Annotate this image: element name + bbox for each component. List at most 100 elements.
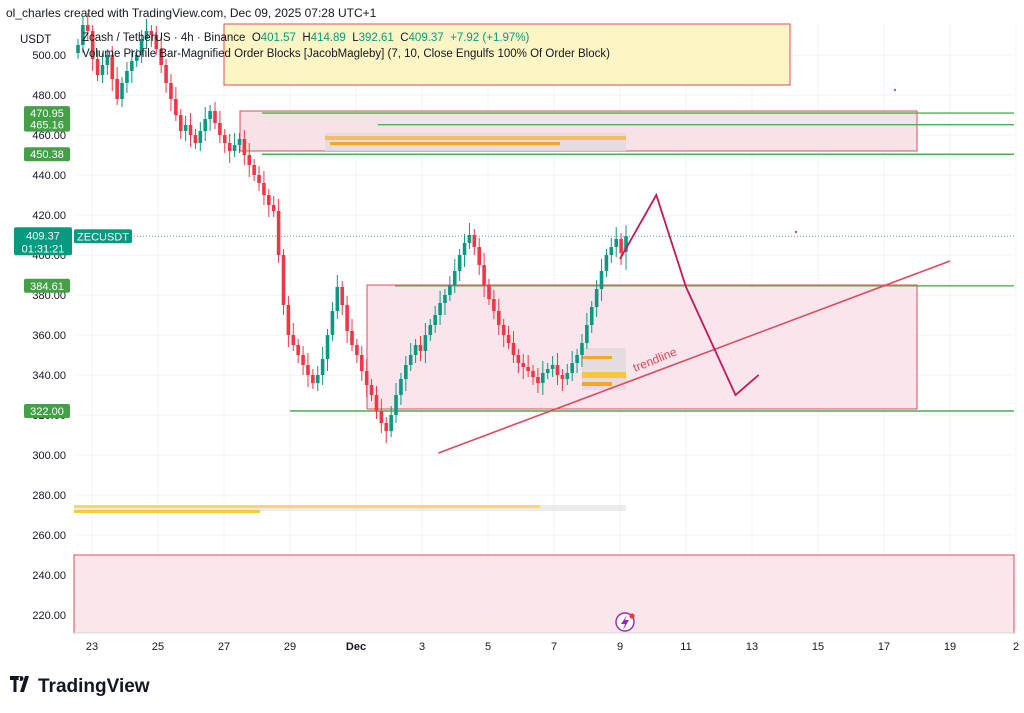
y-tick-label: 480.00 <box>32 90 66 102</box>
candle-body <box>374 395 379 411</box>
indicator-legend[interactable]: Volume Profile Bar-Magnified Order Block… <box>82 48 610 60</box>
x-tick-label: 15 <box>812 641 824 653</box>
supply-zone <box>223 23 791 86</box>
candle-body <box>438 303 442 315</box>
candle-body <box>267 195 271 205</box>
candle-body <box>301 355 305 365</box>
candle-body <box>125 71 129 83</box>
candle-body <box>291 335 296 345</box>
volume-profile-bar <box>582 382 612 386</box>
candle-body <box>120 83 124 99</box>
candle-body <box>81 25 85 45</box>
countdown-timer: 01:31:21 <box>22 243 65 255</box>
x-tick-label: 5 <box>485 641 491 653</box>
level-price-tag <box>24 117 70 132</box>
candle-body <box>501 325 506 335</box>
symbol-search-box[interactable]: USDT <box>14 30 66 50</box>
tradingview-logo[interactable]: TradingView <box>10 676 150 698</box>
x-tick-label: 3 <box>419 641 425 653</box>
candle-body <box>320 359 325 375</box>
y-tick-label: 360.00 <box>32 330 66 342</box>
candle-body <box>609 247 614 255</box>
trendline <box>438 260 951 454</box>
candle-body <box>350 331 354 345</box>
candle-body <box>521 363 526 367</box>
candle-body <box>345 305 349 331</box>
candle-body <box>413 345 418 355</box>
candle-body <box>570 363 574 373</box>
current-price-tag <box>14 227 72 256</box>
candle-body <box>443 295 447 303</box>
candle-body <box>203 119 208 131</box>
candle-body <box>335 287 340 311</box>
candle-body <box>452 271 457 285</box>
candle-body <box>105 55 110 65</box>
candle-body <box>315 375 320 383</box>
level-price-label: 450.38 <box>30 149 64 161</box>
symbol-tag-label: ZECUSDT <box>77 231 129 243</box>
order-block-zone <box>73 554 1015 634</box>
y-tick-label: 380.00 <box>32 290 66 302</box>
candle-body <box>296 345 300 355</box>
volume-profile-bar <box>330 142 560 145</box>
legend-change: +7.92 (+1.97%) <box>450 32 530 44</box>
candle-body <box>257 175 261 183</box>
y-tick-label: 460.00 <box>32 130 66 142</box>
candle-body <box>208 111 212 119</box>
candle-body <box>619 239 623 253</box>
candle-body <box>433 315 437 325</box>
candle-body <box>325 335 330 359</box>
level-price-label: 322.00 <box>30 406 64 418</box>
candle-body <box>330 311 335 335</box>
notification-dot-icon <box>629 613 635 619</box>
candle-body <box>174 99 178 115</box>
candle-body <box>159 49 163 65</box>
chart-credit: ol_charles created with TradingView.com,… <box>6 6 377 20</box>
y-tick-label: 340.00 <box>32 370 66 382</box>
legend-low: 392.61 <box>358 32 394 44</box>
candle-body <box>227 143 232 151</box>
candle-body <box>213 111 217 123</box>
candle-body <box>604 255 609 271</box>
legend-high: 414.89 <box>310 32 346 44</box>
candle-body <box>115 79 119 99</box>
candle-body <box>560 375 565 379</box>
candle-body <box>306 365 310 375</box>
candle-body <box>164 65 168 83</box>
y-tick-label: 220.00 <box>32 610 66 622</box>
candle-body <box>149 31 154 35</box>
y-tick-label: 500.00 <box>32 50 66 62</box>
projection-path <box>619 192 760 397</box>
candle-body <box>100 65 105 75</box>
level-price-label: 384.61 <box>30 281 64 293</box>
candle-body <box>428 325 433 335</box>
x-tick-label: 25 <box>152 641 164 653</box>
candle-body <box>364 371 369 385</box>
candle-body <box>389 415 393 431</box>
candle-body <box>511 343 516 355</box>
x-tick-label: 11 <box>680 641 691 653</box>
marker-dot <box>794 230 798 234</box>
candle-body <box>134 55 139 61</box>
candle-body <box>472 235 477 247</box>
y-tick-label: 300.00 <box>32 450 66 462</box>
marker-dot <box>893 88 897 92</box>
candle-body <box>565 373 570 379</box>
candle-body <box>394 395 398 415</box>
current-price-value: 409.37 <box>26 230 60 242</box>
level-price-tag <box>24 278 70 293</box>
candle-body <box>599 271 604 289</box>
candle-body <box>286 305 291 335</box>
candle-body <box>487 285 491 299</box>
legend-pair: Zcash / TetherUS · 4h · Binance <box>82 32 246 44</box>
candle-body <box>247 155 252 165</box>
candle-body <box>585 325 589 343</box>
level-price-label: 470.95 <box>30 108 64 120</box>
tradingview-logo-icon <box>10 676 34 698</box>
volume-profile-bar <box>582 372 626 378</box>
candle-body <box>95 59 100 75</box>
volume-profile-bar <box>325 136 626 140</box>
candle-body <box>110 55 115 79</box>
symbol-legend: Zcash / TetherUS · 4h · Binance O401.57 … <box>82 32 530 44</box>
